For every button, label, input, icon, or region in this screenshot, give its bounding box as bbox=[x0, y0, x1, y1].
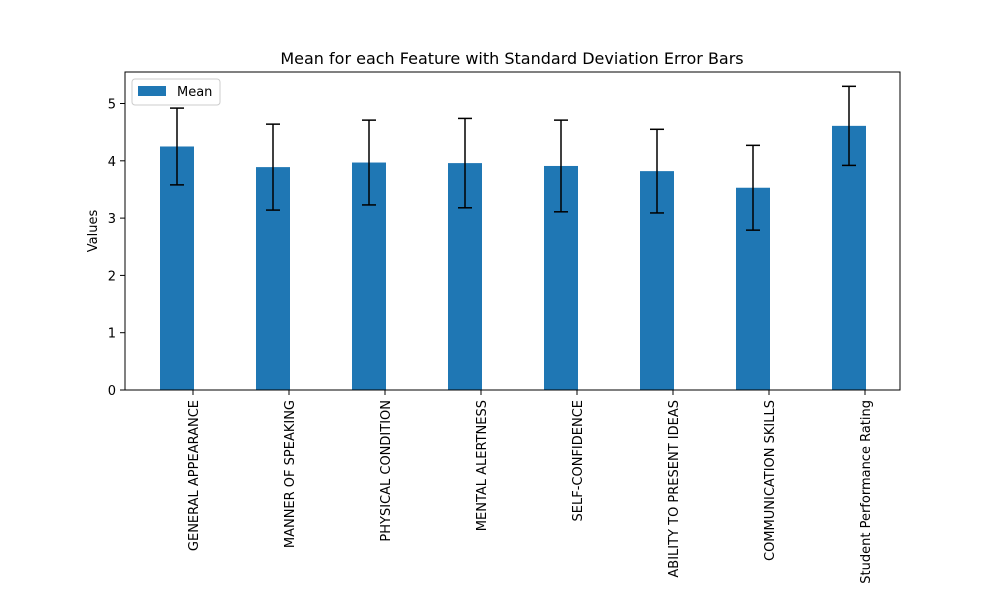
error-bars-layer bbox=[170, 85, 856, 231]
x-tick-label: ABILITY TO PRESENT IDEAS bbox=[667, 400, 682, 578]
x-tick-label: SELF-CONFIDENCE bbox=[571, 400, 586, 521]
y-tick-label: 2 bbox=[108, 269, 116, 284]
y-axis: 0 1 2 3 4 5 bbox=[108, 98, 125, 399]
y-tick-label: 4 bbox=[108, 155, 116, 170]
legend-swatch bbox=[138, 86, 166, 96]
y-tick-label: 5 bbox=[108, 98, 116, 113]
legend: Mean bbox=[131, 78, 221, 106]
x-tick-label: Student Performance Rating bbox=[859, 400, 874, 584]
chart-title: Mean for each Feature with Standard Devi… bbox=[280, 49, 743, 68]
legend-frame bbox=[131, 78, 221, 106]
y-tick-label: 0 bbox=[108, 384, 116, 399]
y-tick-label: 3 bbox=[108, 212, 116, 227]
x-tick-label: MANNER OF SPEAKING bbox=[283, 400, 298, 548]
x-axis: GENERAL APPEARANCE MANNER OF SPEAKING PHYS… bbox=[187, 390, 874, 584]
x-tick-label: MENTAL ALERTNESS bbox=[475, 400, 490, 531]
legend-label: Mean bbox=[177, 85, 212, 100]
x-tick-label: GENERAL APPEARANCE bbox=[187, 400, 202, 551]
x-tick-label: COMMUNICATION SKILLS bbox=[763, 400, 778, 561]
y-axis-label: Values bbox=[86, 210, 101, 253]
x-tick-label: PHYSICAL CONDITION bbox=[379, 400, 394, 542]
bar bbox=[832, 125, 866, 390]
bar bbox=[160, 146, 194, 390]
plot-frame bbox=[124, 71, 901, 391]
y-tick-label: 1 bbox=[108, 327, 116, 342]
